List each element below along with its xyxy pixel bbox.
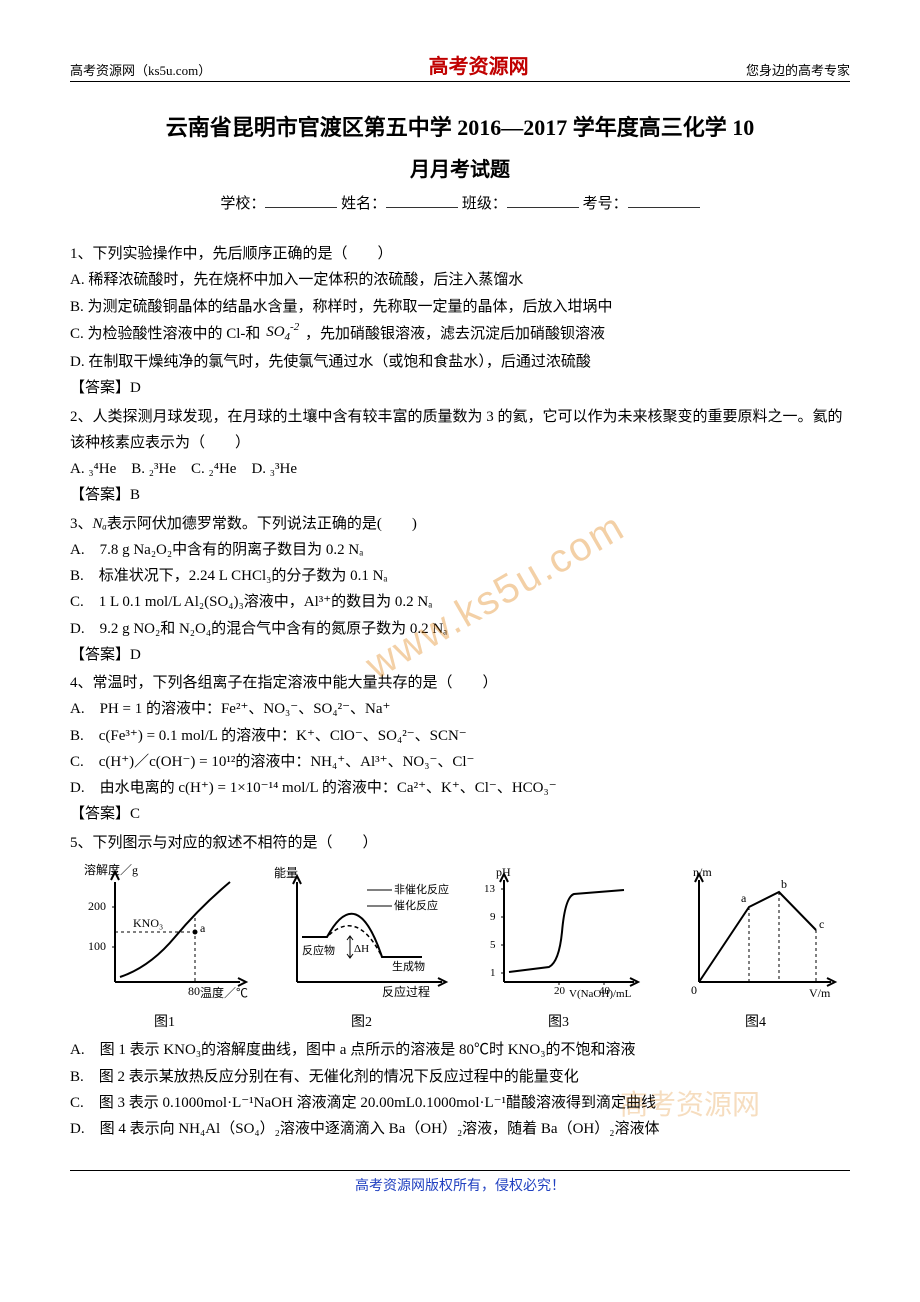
- q4-answer: 【答案】C: [70, 801, 850, 827]
- header-left: 高考资源网（ks5u.com）: [70, 60, 211, 79]
- fig4: n/m a b c 0 V/m 图4: [661, 862, 850, 1036]
- q5-opt-c: C. 图 3 表示 0.1000mol·L⁻¹NaOH 溶液滴定 20.00mL…: [70, 1090, 850, 1116]
- fig3-y1: 1: [490, 967, 496, 979]
- q5-opt-b: B. 图 2 表示某放热反应分别在有、无催化剂的情况下反应过程中的能量变化: [70, 1064, 850, 1090]
- header-center-logo: 高考资源网: [429, 50, 529, 79]
- q5-opt-d: D. 图 4 表示向 NH₄Al（SO₄）₂溶液中逐滴滴入 Ba（OH）₂溶液，…: [70, 1116, 850, 1142]
- fig3-xlabel: V(NaOH)/mL: [569, 988, 632, 1000]
- q1-opt-d: D. 在制取干燥纯净的氯气时，先使氯气通过水（或饱和食盐水），后通过浓硫酸: [70, 349, 850, 375]
- fig1-kno3: KNO₃: [133, 916, 163, 930]
- q1-opt-a: A. 稀释浓硫酸时，先在烧杯中加入一定体积的浓硫酸，后注入蒸馏水: [70, 267, 850, 293]
- so4-formula-icon: SO4-2: [266, 318, 299, 347]
- q2-answer: 【答案】B: [70, 482, 850, 508]
- q2-opts: A. ₃⁴He B. ₂³He C. ₂⁴He D. ₃³He: [70, 456, 850, 482]
- q3-stem-post: 表示阿伏加德罗常数。下列说法正确的是( ): [107, 516, 417, 532]
- q3-opt-c: C. 1 L 0.1 mol/L Al₂(SO₄)₃溶液中，Al³⁺的数目为 0…: [70, 589, 850, 615]
- fig2: 能量 非催化反应 催化反应 反应物 生成物 ΔH: [267, 862, 456, 1036]
- fig2-label-noncat: 非催化反应: [394, 882, 449, 896]
- q5-opt-a: A. 图 1 表示 KNO₃的溶解度曲线，图中 a 点所示的溶液是 80℃时 K…: [70, 1037, 850, 1063]
- fig2-product: 生成物: [392, 959, 425, 973]
- header-right: 您身边的高考专家: [746, 60, 850, 79]
- q1-answer: 【答案】D: [70, 375, 850, 401]
- student-info-row: 学校： 姓名： 班级： 考号：: [70, 192, 850, 213]
- q4-opt-c: C. c(H⁺)／c(OH⁻) = 10¹²的溶液中：NH₄⁺、Al³⁺、NO₃…: [70, 749, 850, 775]
- q1-opt-b: B. 为测定硫酸铜晶体的结晶水含量，称样时，先称取一定量的晶体，后放入坩埚中: [70, 294, 850, 320]
- fig4-ylabel: n/m: [693, 865, 712, 879]
- blank-examno[interactable]: [628, 192, 700, 208]
- fig2-caption: 图2: [267, 1011, 456, 1036]
- q5-stem: 5、下列图示与对应的叙述不相符的是（ ）: [70, 830, 850, 856]
- q3-na-symbol: Nₐ: [93, 516, 107, 532]
- fig1-y200: 200: [88, 899, 106, 913]
- fig4-xlabel: V/m: [809, 986, 831, 1000]
- exam-content: www.ks5u.com 1、下列实验操作中，先后顺序正确的是（ ） A. 稀释…: [70, 241, 850, 1142]
- fig1-point-a: a: [200, 921, 206, 935]
- fig4-caption: 图4: [661, 1011, 850, 1036]
- fig1-xlabel: 温度／℃: [200, 985, 248, 1000]
- fig2-ylabel: 能量: [274, 866, 298, 880]
- q2-stem: 2、人类探测月球发现，在月球的土壤中含有较丰富的质量数为 3 的氦，它可以作为未…: [70, 404, 850, 457]
- figure-row: 溶解度／g 200 100 KNO₃ a 80 温度／℃: [70, 862, 850, 1036]
- blank-class[interactable]: [507, 192, 579, 208]
- q3-stem: 3、Nₐ表示阿伏加德罗常数。下列说法正确的是( ): [70, 511, 850, 537]
- fig4-pt-c: c: [819, 917, 824, 931]
- fig1-caption: 图1: [70, 1011, 259, 1036]
- fig1-ylabel: 溶解度／g: [84, 862, 138, 877]
- label-school: 学校：: [220, 196, 265, 212]
- q4-stem: 4、常温时，下列各组离子在指定溶液中能大量共存的是（ ）: [70, 670, 850, 696]
- blank-name[interactable]: [386, 192, 458, 208]
- fig2-xlabel: 反应过程: [382, 984, 430, 999]
- label-name: 姓名：: [341, 196, 386, 212]
- svg-text:0: 0: [691, 983, 697, 997]
- q1-opt-c-post: ，先加硝酸银溶液，滤去沉淀后加硝酸钡溶液: [305, 326, 605, 342]
- q3-answer: 【答案】D: [70, 642, 850, 668]
- q1-stem: 1、下列实验操作中，先后顺序正确的是（ ）: [70, 241, 850, 267]
- fig2-label-cat: 催化反应: [394, 898, 438, 912]
- fig3-y5: 5: [490, 939, 496, 951]
- q1-opt-c-pre: C. 为检验酸性溶液中的 Cl-和: [70, 326, 260, 342]
- label-examno: 考号：: [583, 196, 628, 212]
- q3-opt-b: B. 标准状况下，2.24 L CHCl₃的分子数为 0.1 Nₐ: [70, 563, 850, 589]
- fig4-pt-b: b: [781, 877, 787, 891]
- page: 高考资源网（ks5u.com） 高考资源网 您身边的高考专家 云南省昆明市官渡区…: [0, 0, 920, 1225]
- fig3-y13: 13: [484, 883, 496, 895]
- page-header: 高考资源网（ks5u.com） 高考资源网 您身边的高考专家: [70, 50, 850, 82]
- fig3-caption: 图3: [464, 1011, 653, 1036]
- fig3-x20: 20: [554, 985, 566, 997]
- blank-school[interactable]: [265, 192, 337, 208]
- fig2-dh: ΔH: [354, 943, 369, 955]
- fig1-x80: 80: [188, 984, 200, 998]
- q4-opt-a: A. PH = 1 的溶液中：Fe²⁺、NO₃⁻、SO₄²⁻、Na⁺: [70, 696, 850, 722]
- q3-opt-d: D. 9.2 g NO₂和 N₂O₄的混合气中含有的氮原子数为 0.2 Nₐ: [70, 616, 850, 642]
- document-title: 云南省昆明市官渡区第五中学 2016—2017 学年度高三化学 10: [70, 110, 850, 145]
- q4-opt-d: D. 由水电离的 c(H⁺) = 1×10⁻¹⁴ mol/L 的溶液中：Ca²⁺…: [70, 775, 850, 801]
- fig3-y9: 9: [490, 911, 496, 923]
- fig3: pH 13 9 5 1 20 40: [464, 862, 653, 1036]
- q4-opt-b: B. c(Fe³⁺) = 0.1 mol/L 的溶液中：K⁺、ClO⁻、SO₄²…: [70, 723, 850, 749]
- fig2-reactant: 反应物: [302, 943, 335, 957]
- fig1-y100: 100: [88, 939, 106, 953]
- document-subtitle: 月月考试题: [70, 153, 850, 182]
- fig4-pt-a: a: [741, 891, 747, 905]
- page-footer: 高考资源网版权所有，侵权必究！: [70, 1170, 850, 1195]
- fig1: 溶解度／g 200 100 KNO₃ a 80 温度／℃: [70, 862, 259, 1036]
- q3-opt-a: A. 7.8 g Na₂O₂中含有的阴离子数目为 0.2 Nₐ: [70, 537, 850, 563]
- q3-stem-pre: 3、: [70, 516, 93, 532]
- label-class: 班级：: [462, 196, 507, 212]
- q1-opt-c: C. 为检验酸性溶液中的 Cl-和 SO4-2 ，先加硝酸银溶液，滤去沉淀后加硝…: [70, 320, 850, 349]
